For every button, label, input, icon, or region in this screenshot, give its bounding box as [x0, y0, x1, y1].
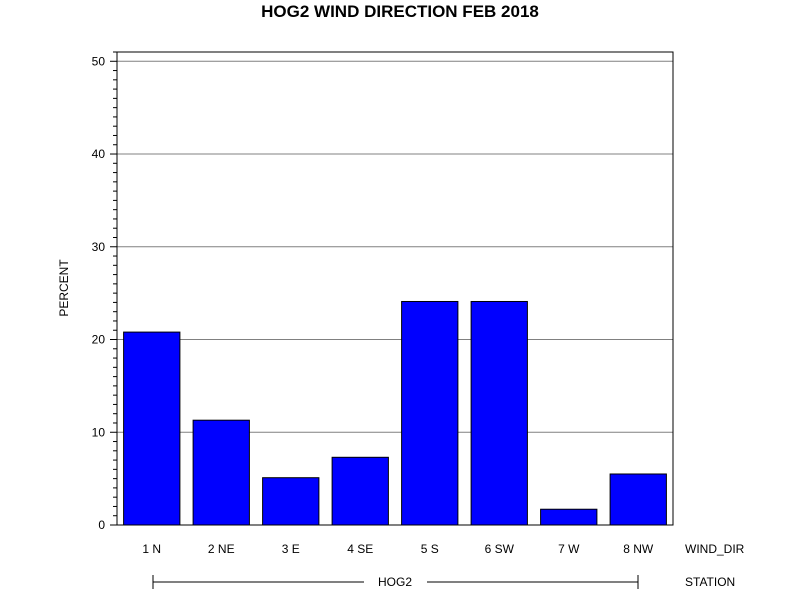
y-tick-label: 20	[92, 333, 106, 347]
category-label: 2 NE	[208, 542, 235, 556]
group-label: HOG2	[378, 575, 412, 589]
bars	[123, 300, 667, 526]
y-tick-label: 30	[92, 240, 106, 254]
category-label: 8 NW	[623, 542, 654, 556]
chart-title: HOG2 WIND DIRECTION FEB 2018	[261, 2, 539, 21]
bar	[540, 508, 598, 526]
bar	[401, 300, 459, 526]
y-axis: 0 10 20 30 40 50	[92, 51, 117, 532]
bar	[123, 331, 181, 526]
station-axis-label: STATION	[685, 575, 735, 589]
y-tick-label: 50	[92, 54, 106, 68]
bar	[192, 419, 250, 526]
category-label: 3 E	[282, 542, 300, 556]
category-label: 5 S	[421, 542, 439, 556]
y-axis-label: PERCENT	[57, 259, 71, 317]
y-tick-label: 40	[92, 147, 106, 161]
category-label: 6 SW	[485, 542, 515, 556]
category-label: 1 N	[142, 542, 161, 556]
bar	[609, 473, 667, 526]
plot-frame	[116, 51, 674, 526]
category-label: 7 W	[558, 542, 580, 556]
bar	[262, 477, 320, 526]
station-group-axis: HOG2	[152, 575, 639, 589]
category-label: 4 SE	[347, 542, 373, 556]
gridlines	[117, 60, 673, 433]
bar	[470, 300, 528, 526]
category-labels: 1 N 2 NE 3 E 4 SE 5 S 6 SW 7 W 8 NW	[142, 542, 654, 556]
wind-dir-axis-label: WIND_DIR	[685, 542, 745, 556]
bar	[331, 456, 389, 526]
y-tick-label: 10	[92, 425, 106, 439]
y-tick-label: 0	[98, 518, 105, 532]
